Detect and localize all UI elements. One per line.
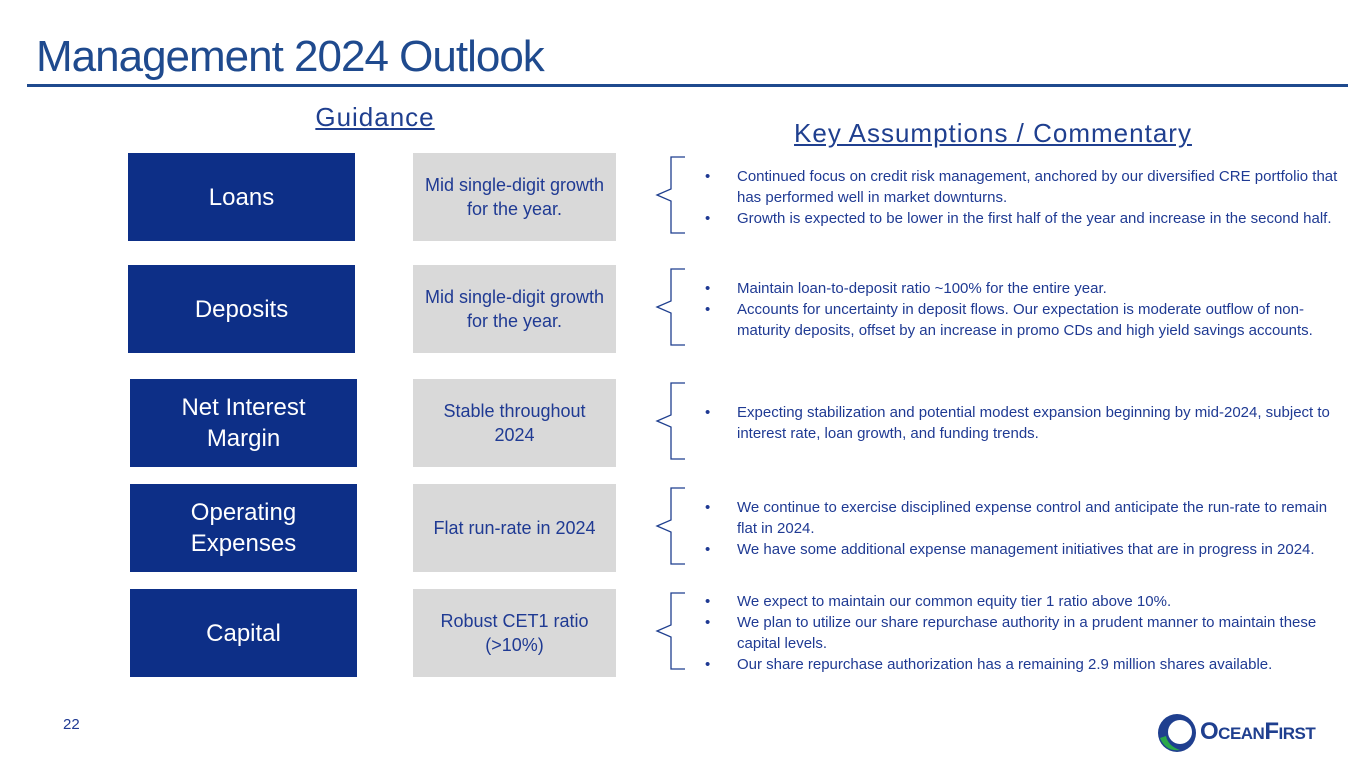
slide-title: Management 2024 Outlook: [36, 32, 545, 81]
bullet-text: Growth is expected to be lower in the fi…: [737, 209, 1332, 227]
guidance-text: Mid single-digit growth for the year.: [424, 175, 605, 219]
bullet-marker: •: [705, 498, 711, 516]
guidance-box: Stable throughout 2024: [413, 379, 616, 467]
bullet-text: Maintain loan-to-deposit ratio ~100% for…: [737, 279, 1107, 297]
bullet-item: • Continued focus on credit risk manageme…: [705, 166, 1350, 208]
bullet-marker: •: [705, 540, 711, 558]
row-label: Loans: [128, 153, 355, 241]
bullet-marker: •: [705, 209, 711, 227]
bullet-marker: •: [705, 614, 711, 631]
row-label-text: Net Interest Margin: [181, 394, 306, 452]
row-label: Net Interest Margin: [130, 379, 357, 467]
bullet-item: • Accounts for uncertainty in deposit flo…: [705, 299, 1350, 341]
bullet-text: We continue to exercise disciplined expe…: [737, 498, 1328, 537]
bullet-item: • Our share repurchase authorization has …: [705, 654, 1350, 675]
bullet-item: • We continue to exercise disciplined exp…: [705, 497, 1350, 539]
guidance-text: Stable throughout 2024: [443, 401, 586, 445]
guidance-box: Mid single-digit growth for the year.: [413, 153, 616, 241]
bullet-marker: •: [705, 279, 711, 297]
row-label-text: Operating Expenses: [190, 499, 297, 557]
bullet-text: Accounts for uncertainty in deposit flow…: [737, 300, 1313, 339]
guidance-text: Mid single-digit growth for the year.: [424, 287, 605, 331]
bullet-marker: •: [705, 167, 711, 185]
bullet-list: • We expect to maintain our common equity…: [705, 591, 1350, 675]
brace: [655, 268, 685, 346]
bullet-item: • We expect to maintain our common equity…: [705, 591, 1350, 612]
row-label: Deposits: [128, 265, 355, 353]
bullet-text: We expect to maintain our common equity …: [737, 593, 1172, 610]
bullet-text: We have some additional expense manageme…: [737, 540, 1315, 558]
bullet-list: • Maintain loan-to-deposit ratio ~100% fo…: [705, 278, 1350, 341]
bullet-marker: •: [705, 656, 711, 673]
row-label: Operating Expenses: [130, 484, 357, 572]
logo-icon: [1158, 714, 1196, 752]
row-label-text: Loans: [208, 183, 275, 211]
guidance-text: Robust CET1 ratio (>10%): [440, 611, 589, 655]
bullet-item: • We have some additional expense managem…: [705, 539, 1350, 560]
brace: [655, 382, 685, 460]
bullet-marker: •: [705, 300, 711, 318]
bullet-list: • Expecting stabilization and potential m…: [705, 402, 1350, 444]
bullet-marker: •: [705, 404, 711, 421]
commentary-heading: Key Assumptions / Commentary: [794, 118, 1192, 148]
brace: [655, 487, 685, 565]
guidance-box: Mid single-digit growth for the year.: [413, 265, 616, 353]
row-label: Capital: [130, 589, 357, 677]
bullet-list: • Continued focus on credit risk manageme…: [705, 166, 1350, 229]
row-label-text: Deposits: [194, 295, 289, 323]
bullet-item: • Maintain loan-to-deposit ratio ~100% fo…: [705, 278, 1350, 299]
page-number: 22: [63, 716, 80, 733]
bullet-text: Continued focus on credit risk managemen…: [737, 167, 1338, 206]
guidance-text: Flat run-rate in 2024: [433, 518, 596, 538]
bullet-item: • We plan to utilize our share repurchase…: [705, 612, 1350, 654]
guidance-heading: Guidance: [315, 102, 435, 132]
logo: OceanFirst: [1200, 718, 1316, 745]
brace: [655, 592, 685, 670]
bullet-text: Expecting stabilization and potential mo…: [737, 404, 1330, 442]
bullet-marker: •: [705, 593, 711, 610]
brace: [655, 156, 685, 234]
bullet-text: We plan to utilize our share repurchase …: [737, 614, 1317, 652]
bullet-item: • Growth is expected to be lower in the f…: [705, 208, 1350, 229]
bullet-item: • Expecting stabilization and potential m…: [705, 402, 1350, 444]
guidance-box: Robust CET1 ratio (>10%): [413, 589, 616, 677]
bullet-text: Our share repurchase authorization has a…: [737, 656, 1273, 673]
bullet-list: • We continue to exercise disciplined exp…: [705, 497, 1350, 560]
row-label-text: Capital: [206, 619, 281, 647]
title-rule: [27, 84, 1348, 87]
guidance-box: Flat run-rate in 2024: [413, 484, 616, 572]
